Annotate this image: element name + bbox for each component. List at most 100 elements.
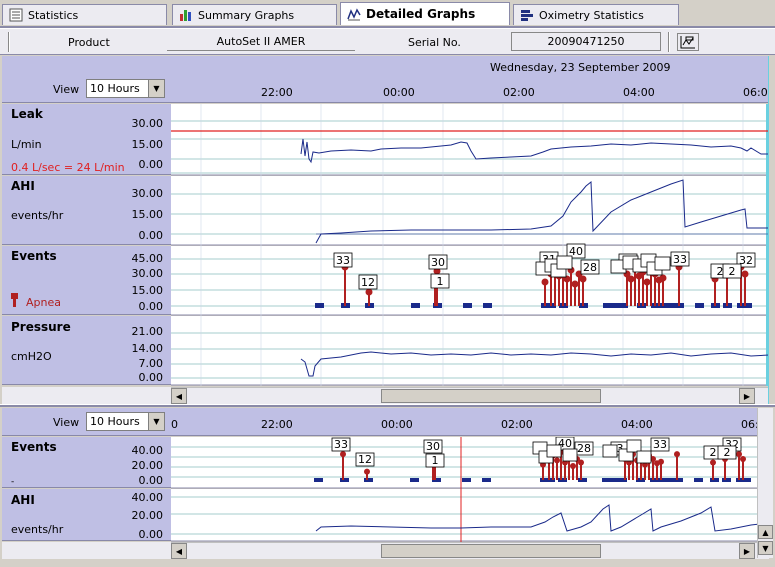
bottom-ahi-title: AHI: [11, 493, 35, 507]
graph-settings-button[interactable]: [677, 33, 699, 51]
event-marker: [314, 478, 323, 482]
bottom-vertical-scrollbar[interactable]: ▲ ▼: [757, 408, 773, 558]
bar-separator: [8, 32, 10, 52]
top-scroll-thumb[interactable]: [381, 389, 601, 403]
leak-tick: 15.00: [131, 138, 164, 151]
bottom-ahi-panel-label: [2, 489, 171, 541]
event-label-box: [736, 252, 756, 268]
time-axis-label: 00:00: [383, 86, 415, 99]
leak-unit: L/min: [11, 138, 42, 151]
event-label: 12: [358, 453, 372, 466]
pressure-unit: cmH2O: [11, 350, 52, 363]
leak-panel-label: [2, 104, 171, 175]
event-label-box: [636, 450, 652, 464]
ahi-title: AHI: [11, 179, 35, 193]
top-graph-area[interactable]: 33123013140283333222: [171, 104, 769, 386]
event-marker: [611, 303, 620, 308]
event-marker: [667, 303, 676, 308]
apnea-head: [340, 451, 346, 458]
event-label: 33: [653, 438, 667, 451]
bottom-view-label: View: [53, 416, 80, 429]
tab-divider: [0, 26, 775, 28]
product-label: Product: [68, 36, 110, 49]
event-label-box: [562, 448, 578, 462]
bottom-scroll-spacer: [2, 542, 171, 559]
bottom-events-unit: -: [11, 477, 15, 487]
event-label-box: [580, 259, 600, 275]
scroll-left-icon[interactable]: ◀: [171, 388, 187, 404]
events-tick: 0.00: [138, 300, 164, 313]
event-label-box: [650, 437, 670, 452]
apnea-head: [674, 451, 680, 458]
bottom-ahi-tick: 0.00: [138, 528, 164, 541]
apnea-head: [643, 278, 651, 286]
time-axis-label: 0: [171, 418, 178, 431]
bottom-events-tick: 40.00: [131, 444, 164, 457]
pressure-tick: 0.00: [138, 371, 164, 384]
event-marker: [736, 478, 745, 482]
product-value: AutoSet II AMER: [167, 32, 355, 51]
event-marker: [558, 478, 567, 482]
event-label: 28: [583, 261, 597, 274]
tab-statistics[interactable]: Statistics: [2, 4, 167, 25]
apnea-head: [578, 459, 584, 466]
event-label: 33: [673, 253, 687, 266]
event-marker: [742, 478, 751, 482]
top-view-select[interactable]: 10 Hours ▼: [86, 79, 165, 98]
tab-detailed-graphs[interactable]: Detailed Graphs: [340, 2, 510, 25]
bottom-events-tick: 0.00: [138, 474, 164, 487]
plot-panel-bg: [171, 176, 769, 245]
time-axis-label: 22:00: [261, 418, 293, 431]
bottom-scroll-thumb[interactable]: [381, 544, 601, 558]
ahi-tick: 30.00: [131, 187, 164, 200]
section-splitter[interactable]: [0, 404, 775, 407]
apnea-head: [571, 280, 579, 288]
leak-threshold-note: 0.4 L/sec = 24 L/min: [11, 161, 125, 172]
bottom-horizontal-scrollbar[interactable]: ◀ ▶: [171, 542, 769, 559]
event-label: 30: [431, 256, 445, 269]
top-scroll-spacer: [2, 387, 171, 404]
event-marker: [722, 478, 731, 482]
scroll-right-icon[interactable]: ▶: [739, 543, 755, 559]
apnea-head: [740, 456, 746, 462]
apnea-head: [541, 278, 549, 286]
event-label-box: [423, 439, 443, 454]
pressure-tick: 14.00: [131, 342, 164, 355]
time-axis-label: 06:00: [743, 86, 775, 99]
tab-statistics-label: Statistics: [28, 8, 79, 22]
chevron-down-icon[interactable]: ▼: [148, 413, 164, 430]
event-marker: [578, 478, 587, 482]
event-marker: [602, 478, 611, 482]
scroll-right-icon[interactable]: ▶: [739, 388, 755, 404]
pressure-tick: 7.00: [138, 357, 164, 370]
bottom-view-value: 10 Hours: [90, 415, 140, 428]
event-marker: [650, 478, 659, 482]
scroll-left-icon[interactable]: ◀: [171, 543, 187, 559]
top-horizontal-scrollbar[interactable]: ◀ ▶: [171, 387, 769, 404]
leak-note-clip: 0.4 L/sec = 24 L/min: [11, 159, 171, 172]
tab-oximetry-statistics-label: Oximetry Statistics: [539, 8, 644, 22]
scroll-down-icon[interactable]: ▼: [758, 541, 773, 555]
graph-settings-icon: [680, 36, 695, 49]
event-marker: [637, 303, 646, 308]
tab-oximetry-statistics[interactable]: Oximetry Statistics: [513, 4, 679, 25]
apnea-marker-icon: [11, 293, 18, 307]
event-label: 12: [361, 276, 375, 289]
scroll-up-icon[interactable]: ▲: [758, 525, 773, 539]
pressure-tick: 21.00: [131, 325, 164, 338]
event-label-box: [602, 444, 618, 458]
events-title: Events: [11, 249, 57, 263]
apnea-head: [659, 274, 667, 282]
bottom-view-select[interactable]: 10 Hours ▼: [86, 412, 165, 431]
event-marker: [411, 303, 420, 308]
time-axis-label: 02:00: [503, 86, 535, 99]
event-marker: [658, 478, 667, 482]
oximetry-icon: [521, 10, 533, 21]
chevron-down-icon[interactable]: ▼: [148, 80, 164, 97]
tab-summary-graphs[interactable]: Summary Graphs: [172, 4, 337, 25]
event-marker: [463, 303, 472, 308]
serial-value: 20090471250: [511, 32, 661, 51]
line-chart-icon: [347, 8, 361, 21]
event-label-box: [556, 255, 573, 270]
